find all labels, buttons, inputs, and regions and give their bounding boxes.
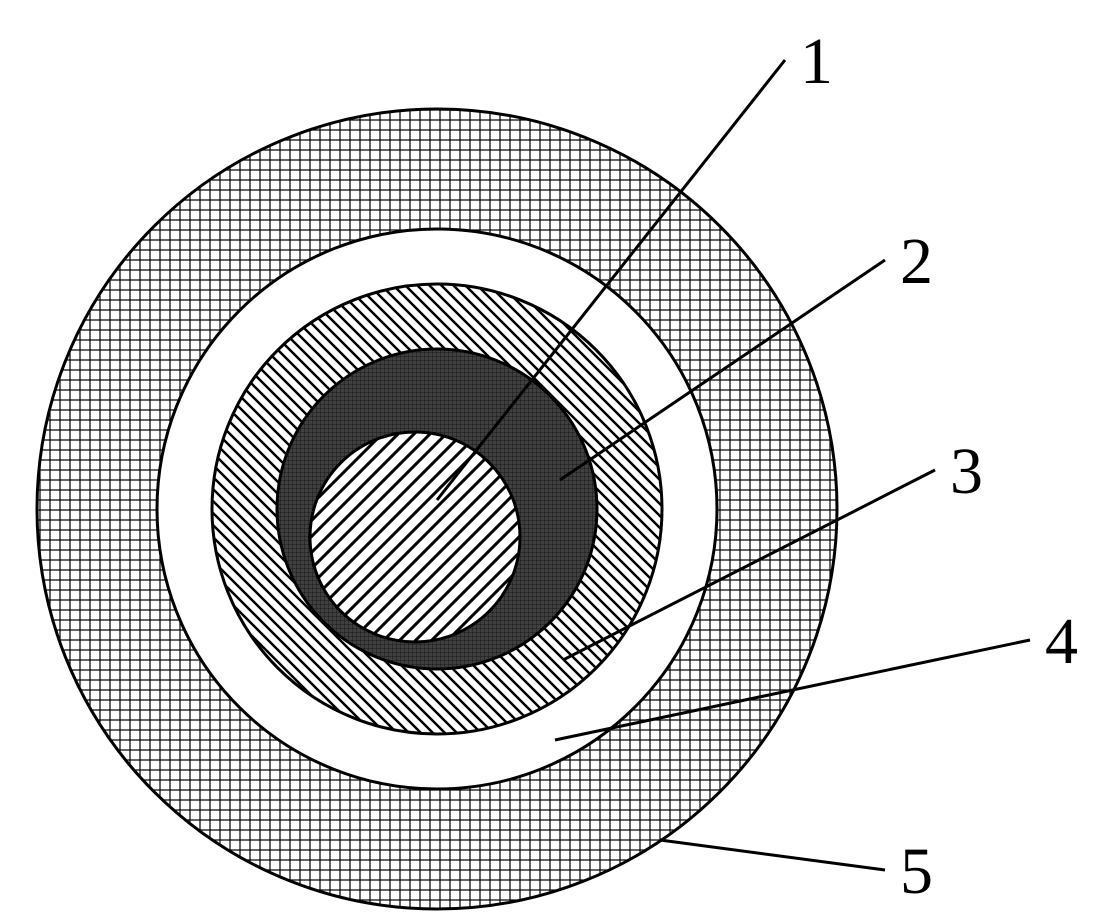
label-number-3: 3 [950, 435, 983, 508]
label-number-5: 5 [900, 835, 933, 908]
number-labels: 1 2 3 4 5 [800, 25, 1078, 908]
label-number-2: 2 [900, 225, 933, 298]
label-number-4: 4 [1045, 605, 1078, 678]
cross-section-diagram: 1 2 3 4 5 [0, 0, 1115, 912]
label-number-1: 1 [800, 25, 833, 98]
leader-line-5 [660, 840, 885, 870]
layer-1 [310, 432, 520, 642]
concentric-layers [37, 109, 837, 909]
